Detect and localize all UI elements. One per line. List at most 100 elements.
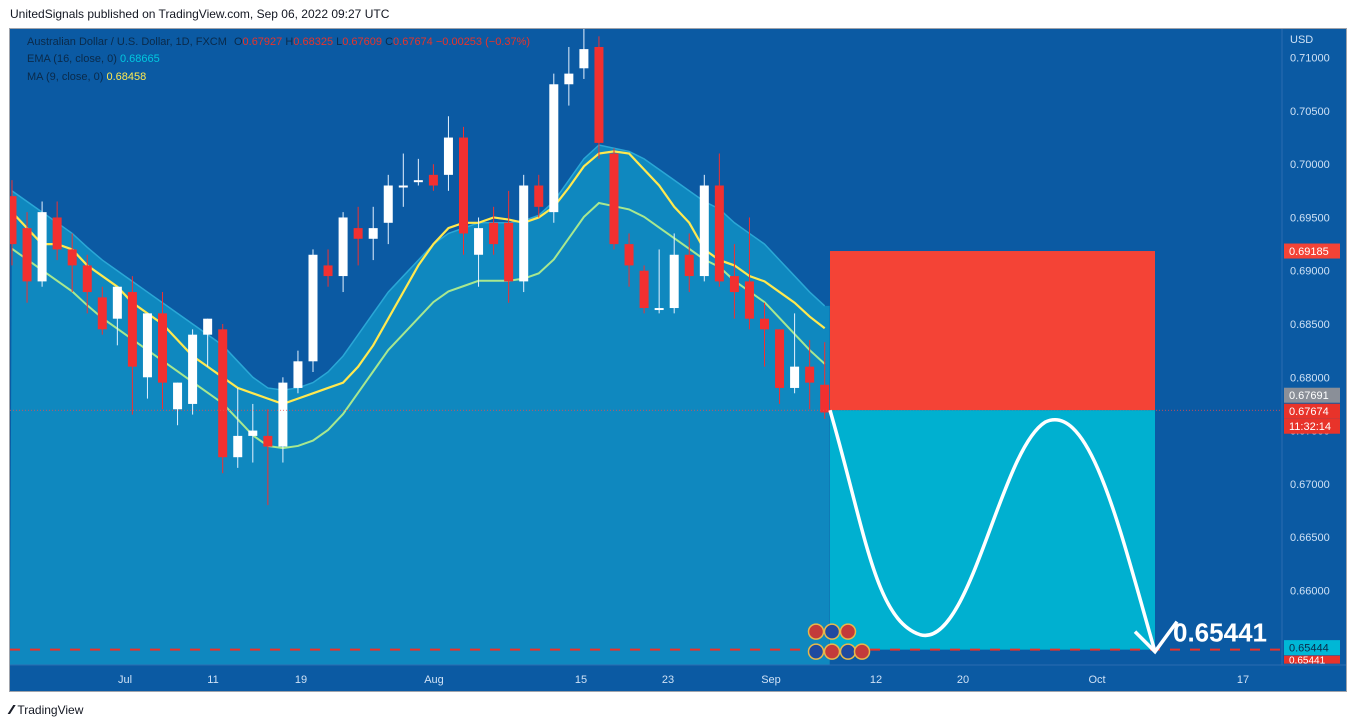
candle-body[interactable] — [549, 84, 559, 213]
candle-body[interactable] — [82, 265, 92, 293]
projected-price-path[interactable] — [828, 409, 1157, 653]
high-value: 0.68325 — [293, 36, 334, 48]
ema-band-edge — [11, 144, 826, 391]
candle-body[interactable] — [173, 382, 183, 410]
candle-body[interactable] — [459, 137, 468, 234]
high-label: H — [285, 36, 294, 48]
candle-body[interactable] — [790, 366, 800, 388]
chart-pane[interactable]: 0.65441 USD 0.71000 0.70500 0.70000 0.69500 0.… — [9, 28, 1347, 692]
candle-body[interactable] — [443, 137, 453, 175]
candle-body[interactable] — [52, 217, 62, 250]
candle-body[interactable] — [158, 313, 167, 383]
candle-body[interactable] — [669, 254, 679, 309]
stop-loss-price-tag-bg — [1284, 243, 1340, 259]
candle-body[interactable] — [624, 244, 634, 266]
economic-event-flag-icon[interactable] — [839, 643, 857, 660]
economic-event-flag-icon[interactable] — [839, 623, 857, 640]
candle-body[interactable] — [22, 228, 32, 282]
candle-body[interactable] — [744, 281, 754, 319]
candle-body[interactable] — [308, 254, 318, 362]
candle-body[interactable] — [729, 276, 739, 293]
candle-body[interactable] — [564, 73, 574, 85]
candle-body[interactable] — [775, 329, 785, 388]
candle-body[interactable] — [699, 185, 709, 277]
ema-legend: EMA (16, close, 0) 0.68665 — [27, 53, 160, 65]
candle-body[interactable] — [383, 185, 393, 223]
publisher-header: UnitedSignals published on TradingView.c… — [10, 7, 390, 21]
candle-body[interactable] — [142, 313, 152, 378]
time-axis-area — [10, 665, 1346, 691]
footer-brand[interactable]: TradingView — [17, 702, 84, 717]
candle-body[interactable] — [112, 286, 122, 319]
last-price-tag: 0.67674 — [1289, 406, 1329, 418]
candle-body[interactable] — [398, 185, 408, 188]
candle-body[interactable] — [278, 382, 288, 447]
candle-body[interactable] — [579, 49, 589, 69]
candle-body[interactable] — [639, 270, 649, 309]
price-chart[interactable]: 0.65441 USD 0.71000 0.70500 0.70000 0.69500 0.… — [10, 29, 1346, 691]
ma-label: MA (9, close, 0) — [27, 71, 104, 83]
candle-body[interactable] — [353, 228, 363, 239]
candle-body[interactable] — [127, 292, 137, 367]
price-tick-label: 0.70000 — [1290, 159, 1330, 171]
close-value: 0.67674 — [393, 36, 433, 48]
last-price-tag-bg — [1284, 403, 1340, 419]
time-tick-label: 23 — [662, 674, 674, 686]
open-value: 0.67927 — [242, 36, 283, 48]
candle-body[interactable] — [248, 430, 258, 436]
candle-body[interactable] — [233, 435, 243, 458]
candle-body[interactable] — [338, 217, 348, 277]
candle-body[interactable] — [368, 228, 378, 239]
candle-body[interactable] — [474, 228, 484, 255]
candle-body[interactable] — [534, 185, 544, 207]
candle-body[interactable] — [413, 180, 423, 183]
time-tick-label: Oct — [1088, 674, 1105, 686]
candle-body[interactable] — [519, 185, 529, 282]
price-axis-area — [1282, 29, 1346, 691]
time-tick-label: 19 — [295, 674, 307, 686]
candle-body[interactable] — [67, 249, 77, 266]
candle-body[interactable] — [504, 222, 514, 282]
low-label: L — [336, 36, 343, 48]
economic-event-flag-icon[interactable] — [823, 643, 841, 660]
entry-price-tag: 0.67691 — [1289, 390, 1329, 402]
candle-body[interactable] — [293, 361, 303, 388]
ma-line — [11, 150, 826, 406]
candle-body[interactable] — [594, 46, 604, 143]
candle-body[interactable] — [805, 366, 815, 383]
price-tick-label: 0.67000 — [1290, 479, 1330, 491]
stop-loss-price-tag: 0.69185 — [1289, 246, 1329, 258]
candle-body[interactable] — [428, 174, 438, 186]
candle-countdown-tag: 11:32:14 — [1289, 421, 1331, 433]
price-tick-label: 0.69500 — [1290, 212, 1330, 224]
low-value: 0.67609 — [342, 36, 383, 48]
ma-value: 0.68458 — [106, 71, 147, 83]
price-tick-label: 0.68000 — [1290, 372, 1330, 384]
target-price-annotation: 0.65441 — [1173, 618, 1267, 648]
candle-body[interactable] — [760, 318, 769, 330]
candle-body[interactable] — [820, 384, 830, 413]
candle-body[interactable] — [188, 334, 198, 404]
candle-body[interactable] — [654, 308, 664, 311]
profit-target-zone[interactable] — [830, 410, 1155, 650]
candle-body[interactable] — [263, 435, 273, 447]
candle-body[interactable] — [37, 212, 47, 282]
candle-body[interactable] — [489, 222, 499, 245]
candle-body[interactable] — [323, 265, 333, 277]
time-tick-label: 11 — [207, 674, 218, 686]
economic-event-flag-icon[interactable] — [807, 623, 825, 640]
economic-event-flag-icon[interactable] — [823, 623, 841, 640]
candle-body[interactable] — [609, 153, 619, 245]
stop-loss-zone[interactable] — [830, 251, 1155, 411]
economic-event-flag-icon[interactable] — [807, 643, 825, 660]
candle-body[interactable] — [203, 318, 213, 335]
candle-body[interactable] — [10, 196, 17, 245]
price-tick-label: 0.68500 — [1290, 319, 1330, 331]
economic-event-flag-icon[interactable] — [853, 643, 871, 660]
candle-body[interactable] — [714, 185, 724, 282]
candle-body[interactable] — [218, 329, 228, 458]
candle-countdown-tag-bg — [1284, 418, 1340, 434]
candle-body[interactable] — [97, 297, 107, 330]
time-tick-label: Sep — [761, 674, 781, 686]
candle-body[interactable] — [684, 254, 694, 277]
